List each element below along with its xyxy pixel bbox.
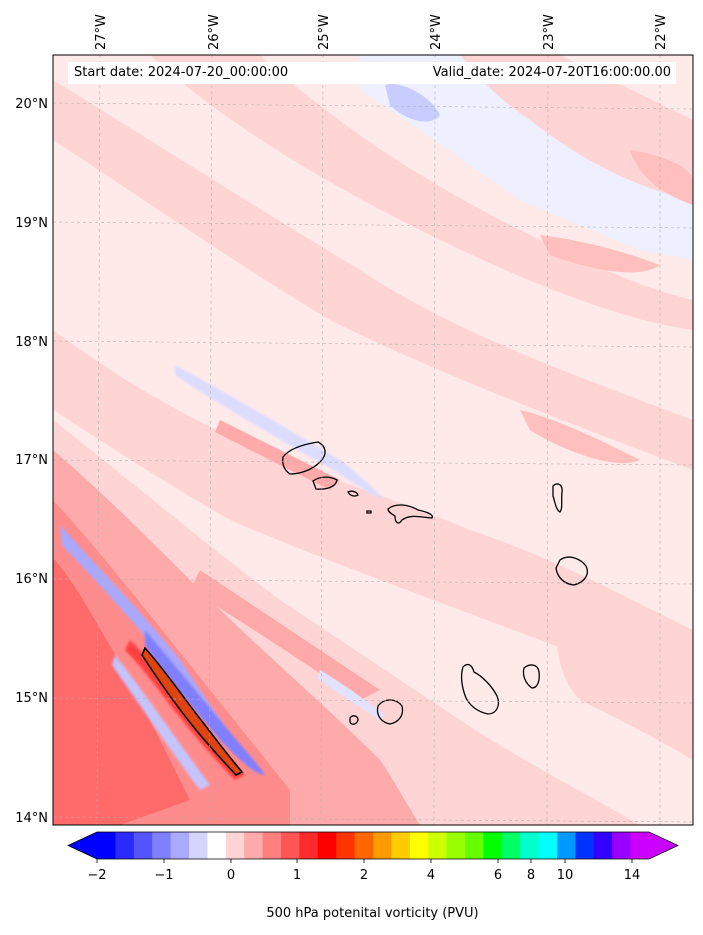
start-date: Start date: 2024-07-20_00:00:00 bbox=[74, 65, 289, 80]
colorbar-segment bbox=[133, 832, 153, 859]
colorbar-segment bbox=[557, 832, 576, 859]
colorbar-segment bbox=[336, 832, 356, 859]
pv-band-strong bbox=[215, 420, 340, 490]
colorbar-segment bbox=[520, 832, 540, 859]
colorbar-segment bbox=[575, 832, 595, 859]
pv-band-strong bbox=[53, 560, 190, 825]
lat-label-17n: 17°N bbox=[15, 453, 48, 468]
lat-label-18n: 18°N bbox=[15, 335, 48, 350]
high-pv-contour bbox=[141, 646, 244, 776]
colorbar-tick: −1 bbox=[154, 868, 174, 883]
colorbar-tick: 1 bbox=[292, 868, 302, 883]
island-santa-luzia bbox=[347, 490, 359, 497]
island-sao-nicolau bbox=[387, 504, 434, 524]
island-boa-vista bbox=[555, 556, 589, 586]
island-sal bbox=[552, 483, 563, 513]
island-maio bbox=[522, 664, 540, 689]
negative-pv-streak bbox=[175, 365, 385, 500]
negative-pv-streak bbox=[112, 655, 210, 790]
map-frame bbox=[52, 54, 694, 826]
gridlines bbox=[53, 55, 693, 825]
colorbar-segment bbox=[225, 832, 245, 859]
pv-band bbox=[53, 80, 693, 470]
negative-pv-streak bbox=[318, 670, 385, 720]
colorbar-segment bbox=[373, 832, 392, 859]
lon-label-23w: 23°W bbox=[542, 14, 557, 50]
colorbar-segment bbox=[207, 832, 227, 859]
colorbar-segment bbox=[317, 832, 337, 859]
colorbar-segment bbox=[446, 832, 466, 859]
colorbar-tick: 14 bbox=[623, 868, 641, 883]
colorbar-segment bbox=[630, 832, 650, 859]
colorbar-segment bbox=[428, 832, 448, 859]
colorbar-tick: 8 bbox=[526, 868, 536, 883]
lon-label-22w: 22°W bbox=[654, 14, 669, 50]
colorbar-extend-low bbox=[68, 832, 97, 859]
lon-label-25w: 25°W bbox=[317, 14, 332, 50]
colorbar-segment bbox=[97, 832, 116, 859]
colorbar-segment bbox=[170, 832, 190, 859]
pv-band bbox=[53, 330, 693, 700]
colorbar-segment bbox=[391, 832, 411, 859]
pv-patch bbox=[630, 150, 693, 205]
lat-label-16n: 16°N bbox=[15, 572, 48, 587]
colorbar-tick: 0 bbox=[226, 868, 236, 883]
colorbar-segment bbox=[244, 832, 264, 859]
colorbar-segment bbox=[593, 832, 613, 859]
lat-label-14n: 14°N bbox=[15, 811, 48, 826]
lat-label-20n: 20°N bbox=[15, 97, 48, 112]
pv-band bbox=[460, 55, 693, 200]
negative-pv-streak bbox=[145, 630, 265, 775]
island-santiago bbox=[460, 663, 500, 715]
island-brava bbox=[349, 715, 359, 725]
colorbar-segment bbox=[262, 832, 282, 859]
colorbar bbox=[67, 831, 679, 863]
colorbar-segment bbox=[281, 832, 300, 859]
colorbar-tick: 10 bbox=[556, 868, 574, 883]
island-ilheu bbox=[366, 510, 372, 514]
colorbar-segment bbox=[501, 832, 521, 859]
lon-label-27w: 27°W bbox=[94, 14, 109, 50]
pv-patch bbox=[540, 235, 660, 273]
pv-band bbox=[150, 55, 693, 330]
colorbar-tick: 6 bbox=[493, 868, 503, 883]
valid-date: Valid_date: 2024-07-20T16:00:00.00 bbox=[432, 65, 671, 80]
lat-label-15n: 15°N bbox=[15, 691, 48, 706]
lon-label-26w: 26°W bbox=[207, 14, 222, 50]
colorbar-tick: 2 bbox=[359, 868, 369, 883]
island-fogo bbox=[376, 699, 404, 725]
colorbar-label: 500 hPa potenital vorticity (PVU) bbox=[266, 906, 479, 921]
colorbar-segment bbox=[189, 832, 208, 859]
lon-label-24w: 24°W bbox=[429, 14, 444, 50]
colorbar-segment bbox=[612, 832, 632, 859]
colorbar-segment bbox=[538, 832, 558, 859]
lat-label-19n: 19°N bbox=[15, 216, 48, 231]
colorbar-extend-high bbox=[649, 832, 678, 859]
pv-band-strong bbox=[190, 570, 380, 700]
colorbar-tick: 4 bbox=[426, 868, 436, 883]
colorbar-segment bbox=[409, 832, 429, 859]
colorbar-segment bbox=[465, 832, 484, 859]
pv-band bbox=[556, 600, 693, 760]
colorbar-segment bbox=[299, 832, 319, 859]
colorbar-segment bbox=[152, 832, 172, 859]
info-box: Start date: 2024-07-20_00:00:00 Valid_da… bbox=[68, 62, 676, 84]
colorbar-segment bbox=[115, 832, 135, 859]
island-santo-antao bbox=[282, 441, 326, 475]
high-pv-core bbox=[142, 648, 242, 775]
colorbar-segment bbox=[483, 832, 503, 859]
negative-pv-region bbox=[385, 84, 440, 122]
pv-patch bbox=[520, 410, 640, 464]
island-sao-vicente bbox=[312, 476, 338, 490]
colorbar-tick: −2 bbox=[87, 868, 107, 883]
colorbar-segment bbox=[354, 832, 374, 859]
